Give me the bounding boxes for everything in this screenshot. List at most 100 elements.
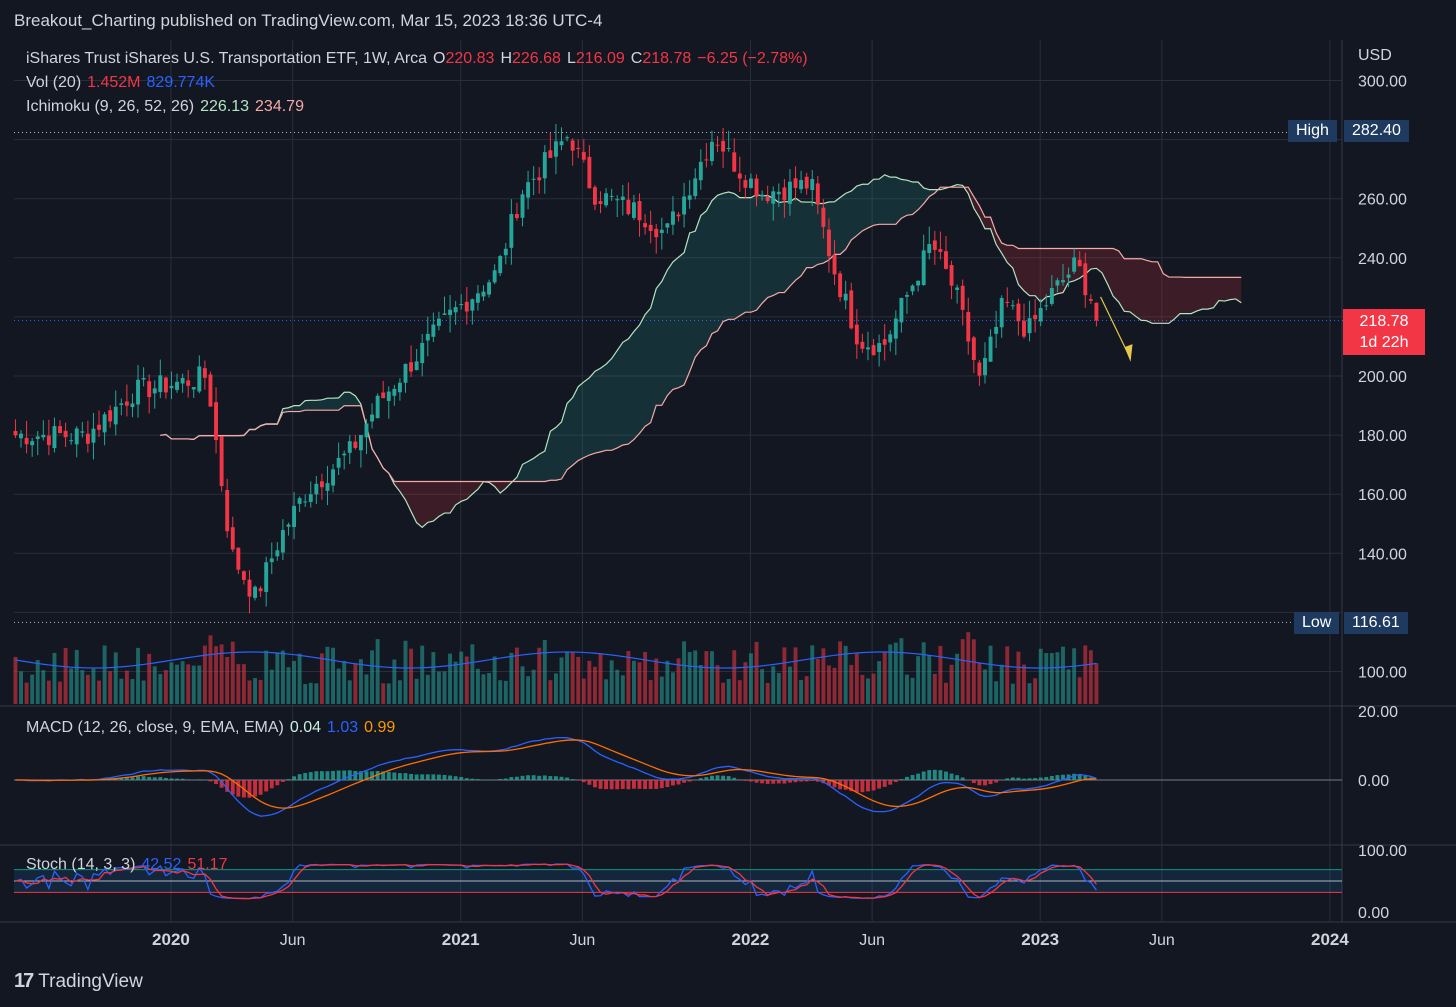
ichimoku-cloud-segment [895, 177, 902, 225]
volume-bar [1055, 652, 1060, 704]
macd-histogram-bar [604, 780, 609, 790]
macd-histogram-bar [609, 780, 614, 790]
ichimoku-cloud-segment [583, 377, 590, 458]
macd-histogram-bar [832, 780, 837, 788]
candle-body [843, 293, 848, 301]
volume-bar [1027, 683, 1032, 704]
candle-body [821, 207, 826, 227]
volume-bar [1005, 646, 1010, 704]
volume-bar [69, 668, 74, 704]
candle-body [63, 430, 68, 438]
candle-body [760, 194, 765, 197]
ichimoku-cloud-segment [711, 195, 718, 334]
ichimoku-cloud-segment [862, 184, 868, 231]
candle-body [1066, 274, 1071, 278]
candle-body [180, 377, 185, 384]
candle-body [30, 441, 35, 446]
volume-bar [576, 656, 581, 704]
ichimoku-cloud-segment [472, 481, 478, 495]
ichimoku-cloud-segment [984, 217, 991, 229]
ichimoku-cloud-segment [422, 481, 428, 528]
candle-body [771, 191, 776, 204]
macd-histogram-bar [1022, 778, 1026, 780]
macd-histogram-bar [983, 780, 987, 786]
volume-bar [136, 647, 140, 704]
volume-bar [286, 667, 291, 704]
ichimoku-cloud-segment [1191, 277, 1197, 314]
volume-bar [1072, 648, 1077, 704]
candle-body [108, 410, 113, 422]
ichimoku-cloud-segment [1018, 248, 1024, 291]
candle-body [1077, 259, 1082, 267]
volume-bar [258, 679, 263, 704]
candle-body [531, 178, 536, 180]
candle-body [743, 180, 748, 188]
ichimoku-cloud-segment [851, 186, 857, 241]
candle-body [598, 201, 603, 204]
ichimoku-cloud-segment [1180, 277, 1186, 314]
candle-body [202, 368, 207, 378]
ichimoku-cloud-segment [717, 193, 724, 331]
volume-bar [1033, 678, 1038, 704]
volume-bar [832, 667, 837, 704]
macd-histogram-bar [899, 779, 904, 780]
candle-body [191, 387, 196, 390]
time-tick-label: Jun [859, 932, 885, 949]
macd-histogram-bar [336, 770, 341, 780]
volume-bar [297, 653, 302, 704]
ichimoku-cloud-segment [611, 350, 618, 451]
ichimoku-cloud-segment [294, 405, 300, 412]
macd-histogram-bar [342, 770, 347, 780]
candle-body [492, 270, 497, 283]
ichimoku-cloud-segment [700, 210, 707, 350]
macd-histogram-bar [331, 770, 336, 780]
macd-histogram-bar [732, 777, 737, 780]
volume-bar [799, 679, 804, 704]
macd-histogram-bar [230, 780, 235, 795]
volume-bar [97, 680, 101, 704]
macd-histogram-bar [804, 780, 809, 782]
macd-histogram-bar [749, 780, 753, 782]
volume-bar [147, 653, 152, 704]
macd-histogram-bar [927, 770, 932, 780]
ichimoku-cloud-segment [589, 371, 595, 456]
macd-histogram-bar [843, 780, 848, 790]
ichimoku-cloud-segment [1129, 258, 1136, 317]
candle-body [810, 179, 815, 191]
candle-body [1072, 257, 1077, 272]
candle-body [381, 392, 386, 399]
volume-bar [314, 683, 319, 704]
volume-bar [760, 669, 765, 704]
volume-bar [1049, 653, 1054, 704]
candle-body [358, 435, 363, 451]
volume-bar [676, 658, 681, 704]
macd-histogram-bar [682, 780, 687, 783]
macd-histogram-bar [893, 780, 898, 783]
candle-body [559, 141, 564, 146]
volume-bar [877, 661, 882, 704]
candle-body [687, 195, 692, 200]
volume-bar [119, 678, 124, 704]
candle-body [219, 436, 224, 487]
macd-histogram-bar [760, 780, 765, 784]
candle-body [230, 527, 235, 550]
candle-body [592, 187, 597, 205]
candle-body [292, 505, 297, 527]
volume-bar [219, 644, 224, 704]
volume-bar [771, 666, 776, 704]
candle-body [1083, 263, 1088, 296]
ichimoku-cloud-segment [1168, 277, 1175, 324]
candle-body [1088, 299, 1093, 301]
ichimoku-cloud-segment [438, 481, 445, 517]
candle-body [163, 377, 168, 393]
macd-histogram-bar [553, 776, 558, 780]
candle-body [236, 547, 241, 570]
macd-histogram-bar [810, 780, 815, 781]
macd-histogram-bar [498, 778, 503, 780]
volume-bar [977, 662, 982, 704]
volume-bar [113, 652, 118, 704]
volume-bar [1088, 650, 1093, 704]
ichimoku-cloud-segment [973, 196, 980, 218]
volume-bar [526, 676, 531, 704]
